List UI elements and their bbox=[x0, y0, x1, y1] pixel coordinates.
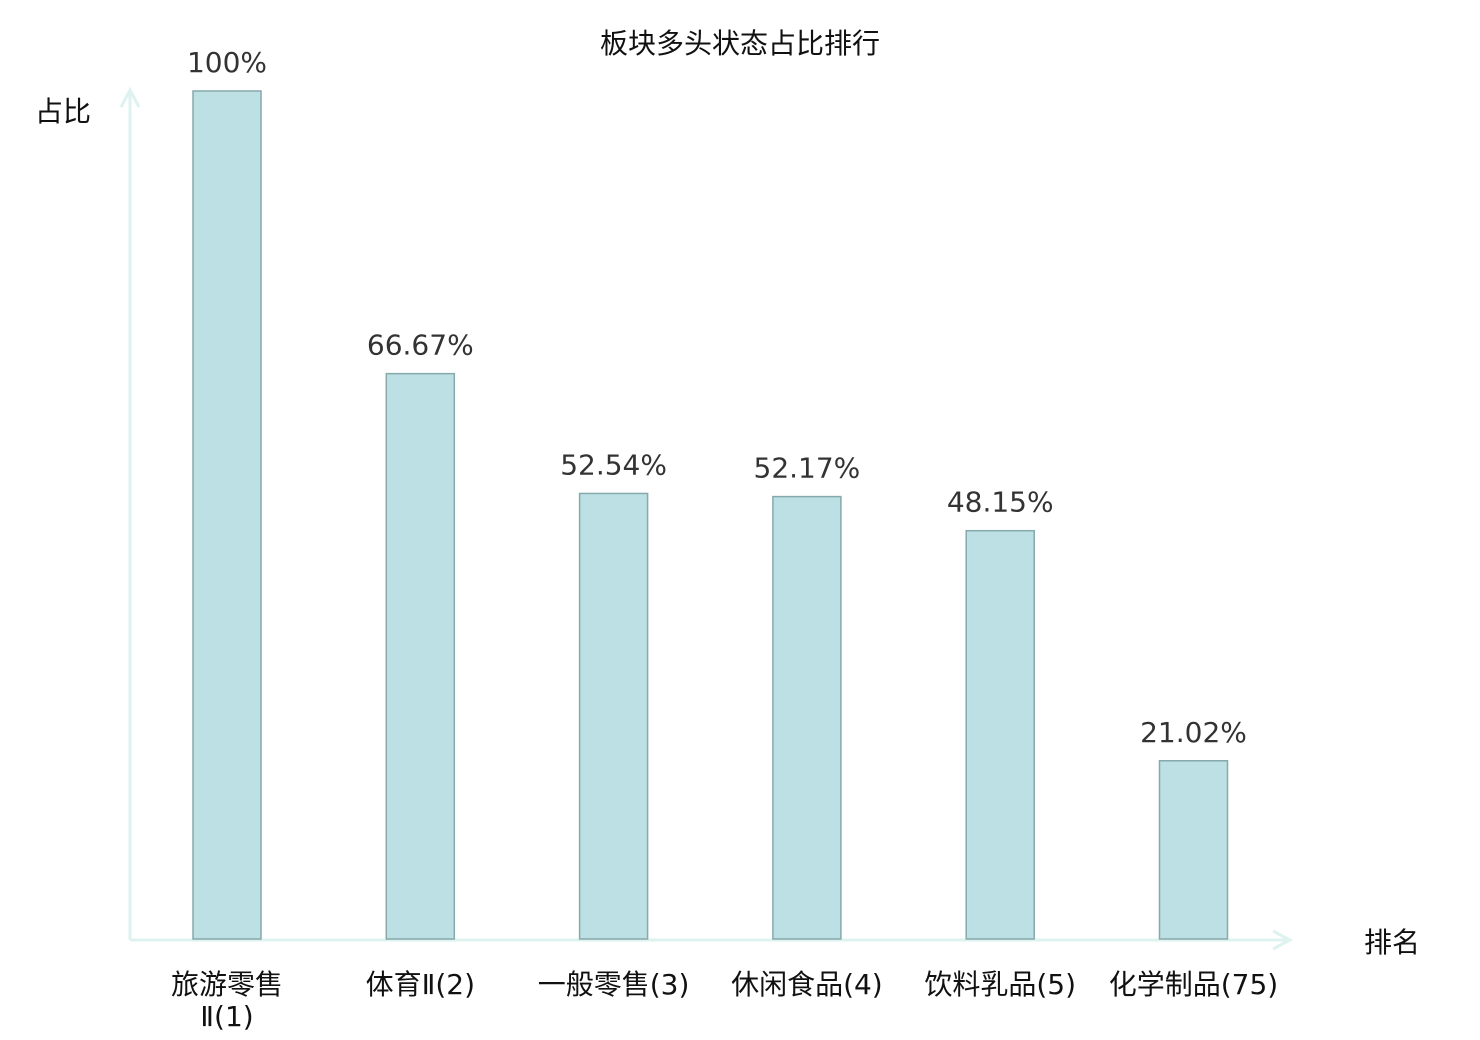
value-label: 100% bbox=[187, 46, 267, 79]
bar bbox=[1158, 760, 1229, 940]
category-labels: 旅游零售 Ⅱ(1) 体育Ⅱ(2) 一般零售(3) 休闲食品(4) 饮料乳品(5) 化学制品(… bbox=[171, 968, 1278, 1033]
category-label: 饮料乳品(5) bbox=[924, 968, 1076, 1001]
x-axis-arrow-icon bbox=[1272, 929, 1294, 951]
value-label: 21.02% bbox=[1140, 716, 1247, 749]
category-label: 体育Ⅱ(2) bbox=[366, 968, 475, 1001]
chart-title: 板块多头状态占比排行 bbox=[600, 27, 880, 60]
bar bbox=[192, 90, 262, 940]
value-label: 52.17% bbox=[754, 452, 861, 485]
value-label: 66.67% bbox=[367, 329, 474, 362]
x-axis-label: 排名 bbox=[1364, 926, 1420, 959]
bar bbox=[772, 495, 842, 940]
bar bbox=[385, 372, 456, 940]
y-axis-label: 占比 bbox=[35, 95, 91, 128]
bar bbox=[965, 529, 1035, 940]
category-label: 化学制品(75) bbox=[1109, 968, 1278, 1001]
axes bbox=[119, 86, 1294, 951]
bar bbox=[578, 492, 649, 940]
y-axis-arrow-icon bbox=[119, 86, 141, 108]
category-label: 旅游零售 Ⅱ(1) bbox=[171, 968, 283, 1033]
category-label: 一般零售(3) bbox=[538, 968, 690, 1001]
value-labels: 100% 66.67% 52.54% 52.17% 48.15% 21.02% bbox=[187, 46, 1247, 749]
bars bbox=[192, 90, 1229, 940]
value-label: 52.54% bbox=[560, 448, 667, 481]
value-label: 48.15% bbox=[947, 486, 1054, 519]
category-label: 休闲食品(4) bbox=[731, 968, 883, 1001]
